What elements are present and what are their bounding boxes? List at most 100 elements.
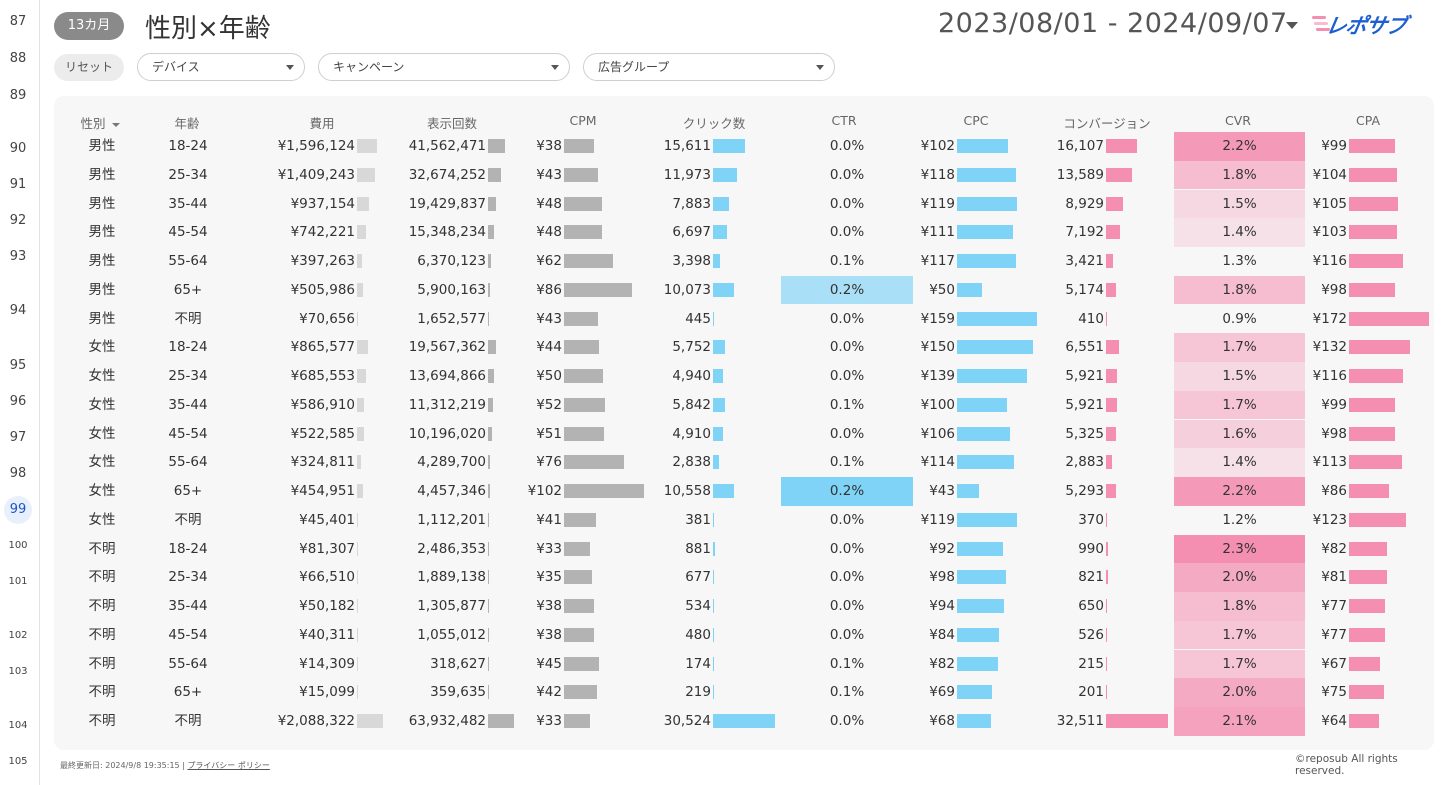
cvr-highlight: [1174, 477, 1305, 506]
impressions-cell: 1,055,012: [417, 626, 486, 643]
ctr-cell: 0.0%: [829, 166, 865, 183]
cpc-cell: ¥114: [920, 454, 955, 471]
row-number[interactable]: 94: [9, 303, 27, 318]
row-number[interactable]: 100: [8, 540, 28, 551]
col-ctr-header[interactable]: CTR: [784, 113, 904, 128]
device-select[interactable]: デバイス: [137, 53, 305, 81]
reset-button[interactable]: リセット: [54, 54, 124, 81]
row-number[interactable]: 102: [8, 630, 28, 641]
age-cell: 45-54: [168, 425, 208, 442]
clicks-bar: [713, 369, 723, 383]
column-header-label: CPM: [569, 113, 597, 128]
logo-stripe: [1314, 22, 1328, 25]
cpm-bar: [564, 714, 590, 728]
conversions-cell: 370: [1078, 511, 1104, 528]
row-number[interactable]: 101: [8, 576, 28, 587]
date-range-picker[interactable]: 2023/08/01 - 2024/09/07: [938, 8, 1288, 39]
cvr-cell: 2.1%: [1222, 713, 1257, 729]
impressions-cell: 19,429,837: [408, 195, 486, 212]
cpa-bar: [1349, 139, 1395, 153]
clicks-cell: 219: [685, 684, 711, 701]
conversions-bar: [1106, 685, 1108, 700]
cpc-bar: [957, 541, 1004, 556]
cpc-cell: ¥150: [920, 339, 955, 356]
row-number[interactable]: 89: [9, 88, 27, 103]
cpc-cell: ¥68: [929, 713, 955, 729]
row-number[interactable]: 96: [9, 394, 27, 409]
cpc-bar: [957, 714, 992, 728]
clicks-bar: [713, 484, 735, 498]
cpm-bar: [564, 426, 604, 441]
cpm-cell: ¥48: [536, 224, 562, 241]
age-cell: 不明: [174, 713, 202, 729]
clicks-cell: 30,524: [663, 713, 711, 729]
cpa-bar: [1349, 340, 1411, 355]
sort-desc-icon[interactable]: [111, 122, 120, 127]
clicks-bar: [713, 512, 715, 527]
col-age-header[interactable]: 年齢: [127, 113, 247, 132]
row-number[interactable]: 88: [9, 51, 27, 66]
date-range-dropdown-icon[interactable]: [1286, 22, 1298, 29]
col-conversions-header[interactable]: コンバージョン: [1047, 113, 1167, 132]
row-number[interactable]: 105: [8, 756, 28, 767]
col-clicks-header[interactable]: クリック数: [654, 113, 774, 132]
cpm-bar: [564, 599, 594, 613]
cpa-cell: ¥116: [1312, 368, 1347, 384]
col-impressions-header[interactable]: 表示回数: [392, 113, 512, 132]
cpm-cell: ¥43: [536, 310, 562, 327]
gender-cell: 男性: [88, 138, 116, 154]
row-number[interactable]: 99: [4, 496, 32, 524]
col-cvr-header[interactable]: CVR: [1178, 113, 1298, 128]
clicks-bar: [713, 426, 723, 441]
impressions-bar: [488, 340, 496, 355]
cpm-cell: ¥42: [536, 684, 562, 701]
cpa-cell: ¥64: [1321, 713, 1347, 729]
cpa-cell: ¥67: [1321, 655, 1347, 672]
cpc-bar: [957, 340, 1033, 355]
cpm-cell: ¥102: [527, 483, 562, 499]
row-number[interactable]: 103: [8, 666, 28, 677]
row-number[interactable]: 92: [9, 213, 27, 228]
row-number[interactable]: 97: [9, 430, 27, 445]
conversions-bar: [1106, 484, 1117, 498]
conversions-cell: 650: [1078, 598, 1104, 614]
cpc-cell: ¥84: [929, 626, 955, 643]
col-gender-header[interactable]: 性別: [40, 113, 160, 132]
period-badge[interactable]: 13カ月: [54, 12, 124, 40]
impressions-bar: [488, 369, 494, 383]
row-number[interactable]: 104: [8, 720, 28, 731]
clicks-bar: [713, 455, 719, 470]
adgroup-select[interactable]: 広告グループ: [583, 53, 835, 81]
cpa-bar: [1349, 627, 1385, 642]
privacy-policy-link[interactable]: プライバシー ポリシー: [187, 761, 270, 770]
row-number-gutter: 87 88 89 90 91 92 93 94 95 96 97 98 99 100 101 102 103 10…: [0, 0, 40, 785]
row-number[interactable]: 93: [9, 249, 27, 264]
conversions-bar: [1106, 369, 1118, 383]
campaign-select[interactable]: キャンペーン: [318, 53, 570, 81]
age-cell: 不明: [174, 511, 202, 528]
row-number[interactable]: 87: [9, 14, 27, 29]
impressions-cell: 359,635: [430, 684, 486, 701]
col-cost-header[interactable]: 費用: [262, 113, 382, 132]
col-cpa-header[interactable]: CPA: [1308, 113, 1428, 128]
cpm-bar: [564, 541, 590, 556]
cvr-cell: 2.3%: [1222, 540, 1257, 557]
col-cpm-header[interactable]: CPM: [523, 113, 643, 128]
cpa-cell: ¥104: [1312, 166, 1347, 183]
data-table-panel: [54, 96, 1434, 750]
ctr-cell: 0.1%: [829, 655, 865, 672]
cvr-cell: 1.8%: [1222, 281, 1257, 298]
row-number[interactable]: 91: [9, 177, 27, 192]
cpa-bar: [1349, 685, 1384, 700]
age-cell: 25-34: [168, 368, 208, 384]
row-number[interactable]: 95: [9, 358, 27, 373]
col-cpc-header[interactable]: CPC: [916, 113, 1036, 128]
row-number[interactable]: 90: [9, 141, 27, 156]
cost-cell: ¥865,577: [290, 339, 355, 356]
conversions-cell: 5,921: [1065, 396, 1104, 413]
cvr-cell: 1.5%: [1222, 368, 1257, 384]
clicks-cell: 3,398: [672, 253, 711, 269]
cpm-cell: ¥50: [536, 368, 562, 384]
column-header-label: CPA: [1355, 113, 1381, 128]
row-number[interactable]: 98: [9, 466, 27, 481]
